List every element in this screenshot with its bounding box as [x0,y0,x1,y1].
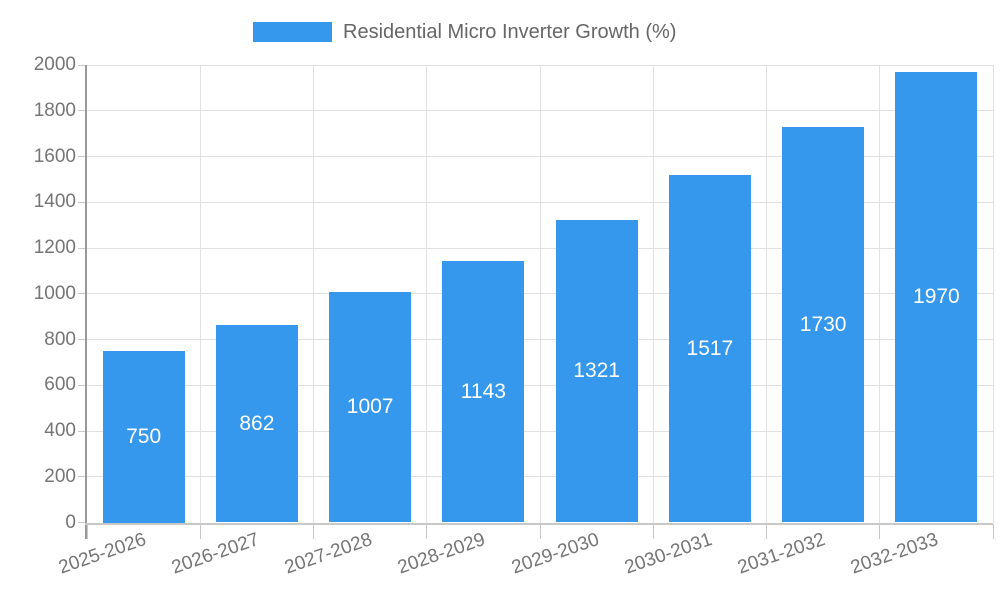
bar[interactable]: 1730 [782,126,865,523]
legend: Residential Micro Inverter Growth (%) [253,22,676,42]
y-axis-tick [78,156,85,157]
y-tick-label: 1200 [33,237,76,258]
y-tick-label: 1600 [33,145,76,167]
bar-value-label: 1143 [460,379,506,403]
y-axis-tick [78,201,85,203]
x-axis-tick [539,523,541,539]
v-gridline [652,65,654,523]
bar[interactable]: 1143 [442,261,525,523]
x-axis-tick [313,523,314,539]
v-gridline [313,65,314,523]
x-axis-tick [879,523,881,539]
bar-value-label: 1517 [686,336,734,360]
bar[interactable]: 1970 [895,71,978,523]
y-axis-tick [78,384,85,386]
y-tick-label: 1800 [33,99,76,121]
x-axis-tick [992,523,994,539]
v-gridline [199,65,201,523]
x-axis-tick [426,523,428,539]
v-gridline [992,65,994,523]
bar-value-label: 1007 [346,395,394,419]
y-axis-tick [78,64,85,66]
legend-label: Residential Micro Inverter Growth (%) [343,21,677,43]
legend-swatch-icon [253,22,332,42]
bar-value-label: 862 [239,411,275,435]
bar[interactable]: 1321 [555,220,638,523]
x-axis-line [85,522,993,525]
v-gridline [426,65,428,523]
y-tick-label: 800 [44,328,76,350]
legend-item[interactable]: Residential Micro Inverter Growth (%) [253,22,676,42]
y-tick-label: 600 [44,374,76,396]
y-axis-tick [78,293,85,295]
y-axis-tick [78,247,85,249]
y-axis-tick [78,339,85,340]
bar[interactable]: 1007 [329,292,412,523]
y-axis-tick [78,110,85,112]
y-tick-label: 0 [65,511,76,533]
bar[interactable]: 750 [102,350,185,523]
bar[interactable]: 1517 [668,175,751,523]
bar-value-label: 750 [126,424,162,448]
y-axis-tick [78,476,85,478]
x-axis-tick [766,523,767,539]
x-axis-tick [86,523,88,539]
y-tick-label: 1000 [33,282,76,304]
y-tick-label: 200 [44,465,76,487]
bar[interactable]: 862 [215,325,298,523]
y-tick-label: 2000 [33,54,76,75]
v-gridline [539,65,541,523]
y-axis-tick [78,522,85,523]
x-axis-tick [652,523,654,539]
bar-value-label: 1730 [799,312,847,336]
y-axis-tick [78,430,85,432]
bar-value-label: 1970 [913,285,960,309]
x-axis-tick [199,523,201,539]
y-axis-line [85,65,87,539]
y-tick-label: 1400 [33,191,76,213]
v-gridline [766,65,767,523]
y-tick-label: 400 [44,420,76,441]
bar-value-label: 1321 [573,359,620,383]
v-gridline [879,65,881,523]
